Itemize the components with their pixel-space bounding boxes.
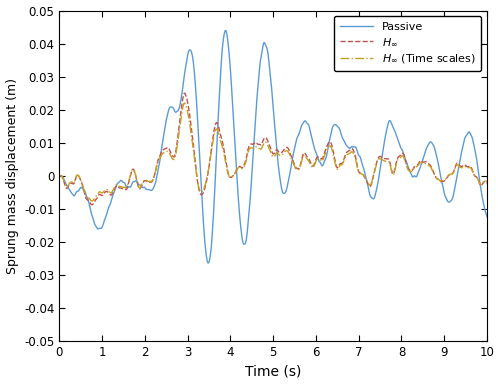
Legend: Passive, $H_\infty$, $H_\infty$ (Time scales): Passive, $H_\infty$, $H_\infty$ (Time sc… xyxy=(334,16,482,71)
Passive xyxy=(453,178,459,183)
Passive xyxy=(263,43,269,48)
Passive xyxy=(456,163,462,167)
$H_\infty$ (Time scales) xyxy=(89,199,95,204)
Line: $H_\infty$: $H_\infty$ xyxy=(60,93,487,205)
$H_\infty$ xyxy=(484,181,490,185)
X-axis label: Time (s): Time (s) xyxy=(245,364,302,379)
Passive xyxy=(222,28,228,33)
$H_\infty$ (Time scales) xyxy=(140,179,146,184)
$H_\infty$ (Time scales) xyxy=(484,180,490,184)
$H_\infty$ xyxy=(56,174,62,178)
Y-axis label: Sprung mass displacement (m): Sprung mass displacement (m) xyxy=(6,78,18,274)
$H_\infty$ xyxy=(453,162,459,167)
Line: Passive: Passive xyxy=(60,30,487,263)
Passive xyxy=(206,261,212,265)
$H_\infty$ (Time scales) xyxy=(453,163,459,168)
$H_\infty$ xyxy=(442,178,448,182)
$H_\infty$ xyxy=(263,136,269,140)
$H_\infty$ (Time scales) xyxy=(263,140,269,145)
Passive xyxy=(484,215,490,219)
$H_\infty$ xyxy=(140,180,146,185)
Passive xyxy=(56,174,62,178)
$H_\infty$ (Time scales) xyxy=(182,101,188,105)
Passive xyxy=(442,194,448,199)
$H_\infty$ xyxy=(456,163,462,167)
$H_\infty$ xyxy=(182,91,188,96)
Passive xyxy=(140,185,146,190)
$H_\infty$ (Time scales) xyxy=(442,177,448,182)
$H_\infty$ (Time scales) xyxy=(56,174,62,178)
$H_\infty$ xyxy=(352,153,358,158)
Passive xyxy=(352,144,358,149)
Line: $H_\infty$ (Time scales): $H_\infty$ (Time scales) xyxy=(60,103,487,201)
$H_\infty$ xyxy=(89,202,95,207)
$H_\infty$ (Time scales) xyxy=(456,164,462,169)
$H_\infty$ (Time scales) xyxy=(352,156,358,161)
